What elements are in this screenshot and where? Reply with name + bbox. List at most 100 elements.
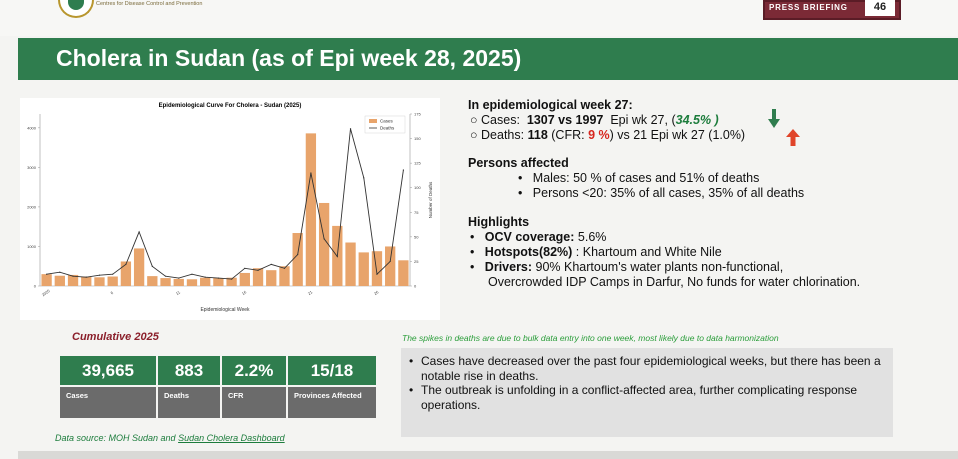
data-source: Data source: MOH Sudan and Sudan Cholera… <box>55 433 285 443</box>
summary-panel: In epidemiological week 27: ○ Cases: 130… <box>468 98 938 290</box>
y-tick-label-right: 175 <box>414 112 421 117</box>
case-bar <box>239 272 250 286</box>
x-axis-label: Epidemiological Week <box>200 307 250 313</box>
death-point <box>363 177 365 179</box>
highlight-drivers-cont: Overcrowded IDP Camps in Darfur, No fund… <box>488 275 861 289</box>
stat-cfr: 2.2% CFR <box>222 356 286 418</box>
case-bar <box>279 266 290 286</box>
case-bar <box>41 274 52 286</box>
case-bar <box>305 133 317 286</box>
epi-week-deaths: ○ Deaths: 118 (CFR: 9 %) vs 21 Epi wk 27… <box>470 128 746 142</box>
y-tick-label-right: 100 <box>414 185 421 190</box>
death-point <box>336 255 338 258</box>
hotspots-value: : Khartoum and White Nile <box>572 245 722 259</box>
y-tick-label-left: 3000 <box>27 165 37 170</box>
y-tick-label-left: 0 <box>34 284 37 289</box>
deaths-count: 118 <box>527 128 548 142</box>
case-bar <box>318 202 330 286</box>
case-bar <box>160 278 171 286</box>
note-item: Cases have decreased over the past four … <box>409 354 883 383</box>
death-point <box>204 276 206 278</box>
case-bar <box>266 270 277 286</box>
case-bar <box>173 278 184 286</box>
case-bar <box>67 274 79 286</box>
cases-epi-week: Epi wk 27, ( <box>610 113 676 127</box>
stat-cases: 39,665 Cases <box>60 356 156 418</box>
stat-cfr-label: CFR <box>222 387 286 418</box>
drivers-label: Drivers: <box>484 260 533 274</box>
highlights-title: Highlights <box>468 215 530 229</box>
death-point <box>323 238 325 240</box>
title-banner: Cholera in Sudan (as of Epi week 28, 202… <box>18 38 958 80</box>
cases-percent: 34.5% ) <box>675 113 719 127</box>
x-tick-label: 26 <box>373 289 380 296</box>
y-tick-label-right: 0 <box>414 284 417 289</box>
x-tick-label: 2025 <box>41 288 52 298</box>
death-point <box>151 265 153 267</box>
death-point <box>310 172 312 174</box>
death-point <box>164 275 167 277</box>
ocv-label: OCV coverage: <box>484 230 575 244</box>
epi-week-cases: ○ Cases: 1307 vs 1997 Epi wk 27, (34.5% … <box>470 113 719 127</box>
cases-comparison: 1307 vs 1997 <box>526 113 604 127</box>
death-point <box>125 263 127 265</box>
death-point <box>138 231 140 233</box>
org-name: Centres for Disease Control and Preventi… <box>96 1 203 7</box>
persons-under20: • Persons <20: 35% of all cases, 35% of … <box>518 186 805 200</box>
x-tick-label: 11 <box>175 289 182 296</box>
stat-provinces-label: Provinces Affected <box>288 387 376 418</box>
page-title: Cholera in Sudan (as of Epi week 28, 202… <box>56 45 522 71</box>
death-point <box>283 267 286 269</box>
case-bar <box>226 277 237 286</box>
stat-provinces-value: 15/18 <box>288 356 376 385</box>
case-bar <box>345 242 356 286</box>
top-bar: Centres for Disease Control and Preventi… <box>0 0 958 36</box>
death-point <box>217 277 219 279</box>
y-tick-label-right: 150 <box>414 136 421 141</box>
notes-box: Cases have decreased over the past four … <box>401 348 893 437</box>
africa-cdc-logo <box>58 0 94 18</box>
death-point <box>389 260 391 263</box>
y-tick-label-right: 25 <box>414 259 419 264</box>
case-bar <box>358 252 369 286</box>
footer-strip <box>18 451 958 459</box>
x-tick-label: 16 <box>241 289 248 296</box>
death-point <box>112 273 114 275</box>
case-bar <box>54 275 65 286</box>
deaths-prefix: Deaths: <box>481 128 525 142</box>
deaths-comparison: ) vs 21 Epi wk 27 (1.0%) <box>609 128 746 142</box>
y-tick-label-right: 75 <box>414 210 419 215</box>
deaths-cfr: 9 % <box>588 128 610 142</box>
case-bar <box>371 251 383 286</box>
death-point <box>46 273 48 275</box>
persons-males: • Males: 50 % of cases and 51% of deaths <box>518 171 760 185</box>
hotspots-label: Hotspots(82%) <box>484 245 573 259</box>
stat-cases-value: 39,665 <box>60 356 156 385</box>
y-tick-label-left: 2000 <box>27 204 37 209</box>
case-bar <box>120 261 132 286</box>
page-number: 46 <box>865 0 895 16</box>
persons-title: Persons affected <box>468 156 569 170</box>
case-bar <box>147 276 158 286</box>
epi-curve-svg: Epidemiological Curve For Cholera - Suda… <box>27 103 433 313</box>
death-point <box>244 267 246 269</box>
death-point <box>178 277 180 279</box>
press-briefing-badge: PRESS BRIEFING 46 <box>763 0 901 20</box>
stat-deaths-value: 883 <box>158 356 220 385</box>
stat-cfr-value: 2.2% <box>222 356 286 385</box>
deaths-cfr-open: (CFR: <box>551 128 585 142</box>
highlight-ocv: • OCV coverage: 5.6% <box>470 230 607 244</box>
under20-text: Persons <20: 35% of all cases, 35% of al… <box>532 186 805 200</box>
case-bar <box>200 277 211 286</box>
drivers-line1: 90% Khartoum's water plants non-function… <box>532 260 784 274</box>
x-tick-label: 21 <box>307 289 314 296</box>
case-bar <box>133 248 145 286</box>
death-point <box>257 269 259 271</box>
note-item: The outbreak is unfolding in a conflict-… <box>409 383 883 412</box>
dashboard-link[interactable]: Sudan Cholera Dashboard <box>178 433 285 443</box>
epi-week-title: In epidemiological week 27: <box>468 98 633 112</box>
case-bar <box>94 277 105 286</box>
death-point <box>402 169 404 171</box>
death-point <box>85 276 87 278</box>
y-tick-label-left: 4000 <box>27 125 37 130</box>
